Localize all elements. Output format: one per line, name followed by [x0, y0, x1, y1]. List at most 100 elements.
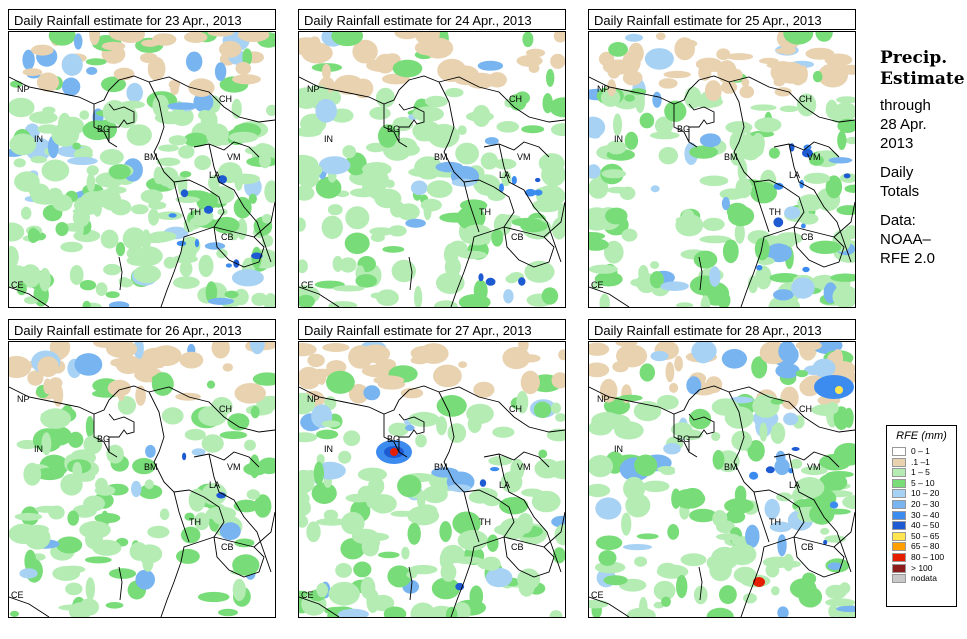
- rain-cell: [439, 521, 452, 542]
- rain-cell: [615, 342, 638, 347]
- rain-field: [299, 32, 565, 307]
- rain-cell: [142, 553, 154, 572]
- rain-cell: [176, 548, 200, 564]
- rain-field: [9, 342, 275, 617]
- rain-cell: [826, 402, 839, 414]
- country-label: IN: [324, 444, 333, 454]
- rain-cell: [711, 398, 740, 416]
- rain-cell: [836, 605, 855, 613]
- country-label: LA: [209, 170, 220, 180]
- country-label: NP: [307, 394, 320, 404]
- rain-cell: [773, 182, 784, 190]
- rain-cell: [79, 110, 90, 120]
- rain-cell: [41, 159, 70, 182]
- rain-cell: [198, 110, 212, 121]
- period-line: 28 Apr.: [880, 116, 927, 133]
- rain-cell: [85, 577, 96, 601]
- rain-cell: [14, 171, 40, 192]
- rain-cell: [589, 483, 611, 498]
- rain-cell: [188, 488, 206, 512]
- rain-cell: [264, 293, 275, 307]
- rain-cell: [152, 33, 177, 46]
- rain-cell: [405, 218, 426, 228]
- rain-cell: [533, 189, 543, 196]
- rain-cell: [622, 70, 643, 86]
- rain-cell: [752, 394, 780, 418]
- rain-cell: [805, 47, 835, 60]
- rain-cell: [699, 133, 721, 148]
- rain-cell: [204, 205, 214, 214]
- border-line: [438, 386, 565, 433]
- rain-cell: [72, 142, 81, 150]
- rain-cell: [75, 216, 84, 240]
- rain-cell: [634, 454, 658, 477]
- rain-cell: [650, 351, 669, 362]
- rain-cell: [55, 222, 69, 236]
- country-label: BM: [144, 462, 158, 472]
- rain-cell: [830, 273, 855, 282]
- rain-cell: [80, 191, 109, 209]
- rainfall-map: NP IN BG BM CH VM LA TH CB CE: [588, 31, 856, 308]
- period-line: 2013: [880, 135, 914, 152]
- rain-cell: [754, 237, 770, 261]
- rain-cell: [534, 458, 561, 479]
- rain-cell: [222, 363, 233, 372]
- rain-cell: [264, 180, 275, 203]
- rain-cell: [313, 461, 324, 485]
- country-label: TH: [479, 517, 491, 527]
- rain-cell: [193, 92, 214, 113]
- country-label: BG: [387, 124, 400, 134]
- rain-cell: [251, 292, 268, 306]
- rain-cell: [467, 415, 482, 433]
- rain-cell: [30, 155, 48, 164]
- country-label: CH: [799, 404, 812, 414]
- rain-cell: [775, 232, 803, 245]
- rain-cell: [699, 235, 732, 244]
- rain-cell: [299, 342, 317, 357]
- rain-cell: [431, 577, 460, 600]
- rain-cell: [259, 152, 271, 169]
- rain-cell: [248, 193, 257, 204]
- rain-cell: [809, 240, 842, 254]
- border-line: [118, 256, 123, 291]
- legend-swatch: [892, 563, 906, 573]
- border-line: [498, 453, 562, 573]
- rain-cell: [86, 165, 99, 176]
- rain-cell: [105, 291, 120, 299]
- border-line: [740, 536, 795, 617]
- rain-cell: [591, 412, 622, 431]
- rain-cell: [236, 218, 248, 240]
- rain-cell: [228, 131, 259, 143]
- rain-cell: [10, 610, 19, 617]
- country-borders: [589, 385, 855, 617]
- rain-cell: [725, 53, 754, 61]
- rain-cell: [552, 547, 565, 564]
- rain-cell: [299, 469, 315, 494]
- rain-cell: [765, 562, 780, 578]
- rain-cell: [219, 40, 242, 58]
- rain-cell: [138, 484, 163, 499]
- rain-cell: [27, 370, 44, 386]
- country-label: BG: [677, 124, 690, 134]
- rain-cell: [550, 53, 565, 69]
- rain-cell: [399, 143, 420, 156]
- border-line: [408, 566, 413, 601]
- rain-cell: [799, 378, 820, 397]
- rain-cell: [353, 561, 372, 578]
- legend-row: 1 – 5: [887, 467, 956, 478]
- legend-label: 0 – 1: [911, 446, 930, 456]
- border-line: [463, 489, 515, 538]
- rain-cell: [194, 512, 210, 531]
- rain-cell: [410, 602, 436, 617]
- rain-field: [589, 342, 855, 617]
- rain-cell: [306, 521, 321, 543]
- rain-cell: [410, 180, 428, 196]
- border-line: [728, 76, 855, 123]
- rain-cell: [9, 263, 19, 277]
- country-label: VM: [807, 152, 821, 162]
- rain-cell: [759, 422, 768, 442]
- legend-row: 20 – 30: [887, 499, 956, 510]
- rain-cell: [179, 171, 192, 178]
- rain-cell: [147, 56, 166, 81]
- rain-cell: [684, 86, 702, 109]
